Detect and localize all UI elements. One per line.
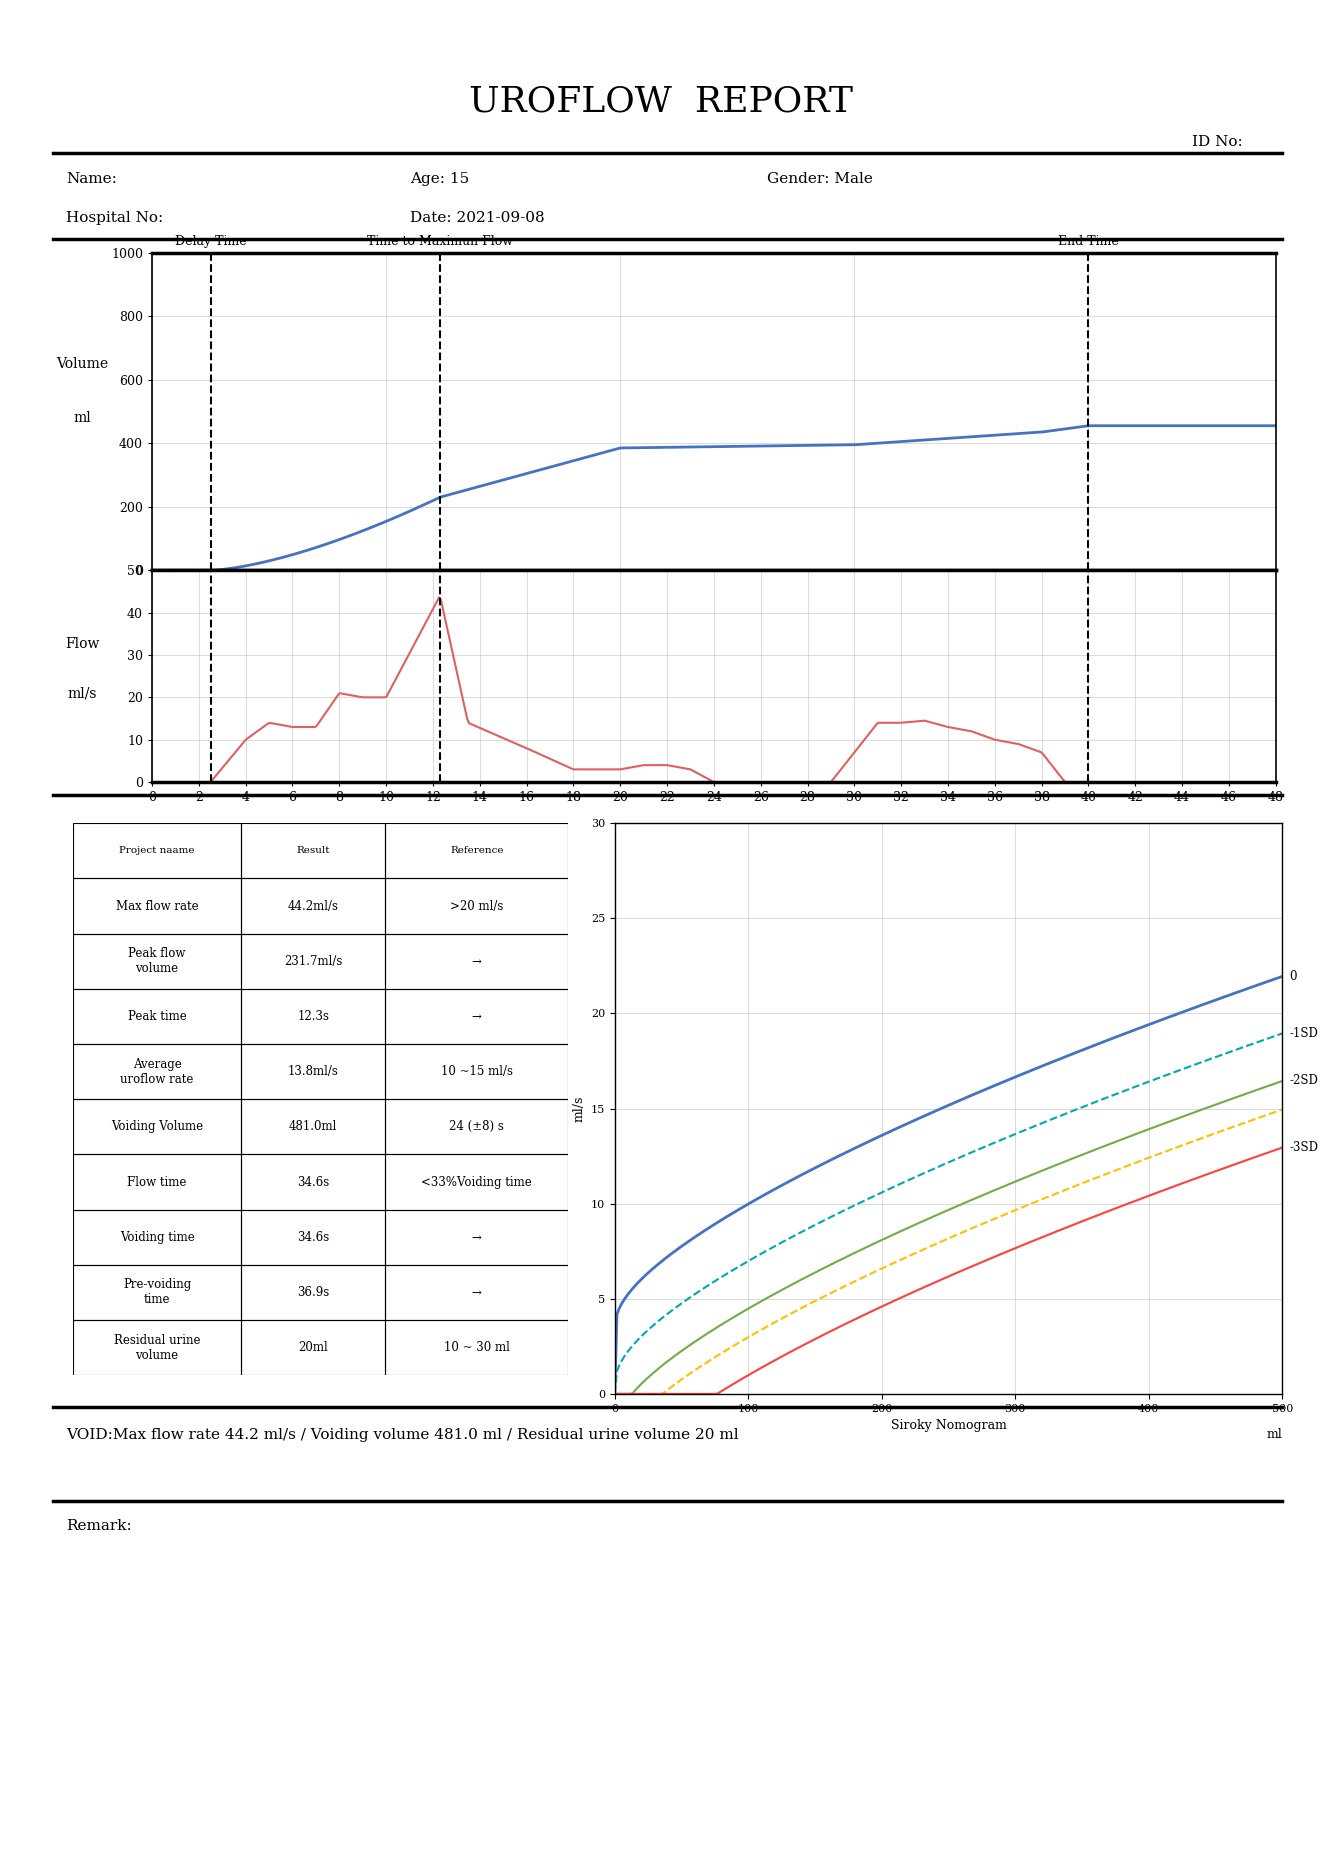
- Text: <33%Voiding time: <33%Voiding time: [422, 1175, 533, 1188]
- Text: >20 ml/s: >20 ml/s: [449, 900, 504, 913]
- Text: Max flow rate: Max flow rate: [116, 900, 198, 913]
- Text: VOID:Max flow rate 44.2 ml/s / Voiding volume 481.0 ml / Residual urine volume 2: VOID:Max flow rate 44.2 ml/s / Voiding v…: [66, 1428, 739, 1441]
- Text: Gender: Male: Gender: Male: [767, 172, 873, 185]
- Text: Date: 2021-09-08: Date: 2021-09-08: [410, 211, 545, 225]
- Text: Delay Time: Delay Time: [175, 236, 246, 247]
- Text: 34.6s: 34.6s: [297, 1231, 329, 1244]
- Bar: [385, 934, 568, 988]
- Bar: [73, 823, 242, 879]
- Text: Residual urine
volume: Residual urine volume: [114, 1334, 200, 1362]
- Bar: [385, 823, 568, 879]
- Text: -1SD: -1SD: [1289, 1027, 1318, 1040]
- Bar: [242, 1265, 385, 1321]
- Text: Name:: Name:: [66, 172, 116, 185]
- Text: 10 ~15 ml/s: 10 ~15 ml/s: [440, 1065, 513, 1078]
- Bar: [73, 1321, 242, 1375]
- Text: 0: 0: [1289, 969, 1297, 982]
- Text: →: →: [472, 1010, 481, 1023]
- Text: Hospital No:: Hospital No:: [66, 211, 164, 225]
- Text: Peak flow
volume: Peak flow volume: [128, 947, 185, 975]
- Bar: [385, 1044, 568, 1100]
- Text: Voiding Volume: Voiding Volume: [111, 1121, 204, 1134]
- Bar: [242, 934, 385, 988]
- Text: 10 ~ 30 ml: 10 ~ 30 ml: [444, 1342, 510, 1355]
- Text: ml: ml: [74, 412, 91, 425]
- Text: 481.0ml: 481.0ml: [290, 1121, 337, 1134]
- Text: End Time: End Time: [1058, 236, 1118, 247]
- Bar: [242, 1044, 385, 1100]
- Text: ml: ml: [1266, 1428, 1282, 1441]
- Bar: [73, 879, 242, 934]
- Text: Age: 15: Age: 15: [410, 172, 469, 185]
- Text: UROFLOW  REPORT: UROFLOW REPORT: [469, 84, 853, 118]
- Bar: [73, 1211, 242, 1265]
- Text: Peak time: Peak time: [128, 1010, 186, 1023]
- Bar: [242, 823, 385, 879]
- Bar: [242, 1321, 385, 1375]
- Text: 12.3s: 12.3s: [297, 1010, 329, 1023]
- Text: 44.2ml/s: 44.2ml/s: [288, 900, 338, 913]
- Bar: [242, 990, 385, 1044]
- Bar: [385, 1154, 568, 1211]
- Text: -3SD: -3SD: [1289, 1141, 1318, 1154]
- Text: Pre-voiding
time: Pre-voiding time: [123, 1278, 192, 1306]
- Text: 20ml: 20ml: [299, 1342, 328, 1355]
- Text: →: →: [472, 954, 481, 967]
- Bar: [73, 1100, 242, 1154]
- Text: -2SD: -2SD: [1289, 1074, 1318, 1087]
- Text: 34.6s: 34.6s: [297, 1175, 329, 1188]
- Text: →: →: [472, 1231, 481, 1244]
- X-axis label: Siroky Nomogram: Siroky Nomogram: [891, 1420, 1006, 1431]
- Text: Volume: Volume: [57, 357, 108, 370]
- Text: 36.9s: 36.9s: [297, 1285, 329, 1298]
- Bar: [385, 1100, 568, 1154]
- Bar: [385, 1211, 568, 1265]
- Bar: [385, 1265, 568, 1321]
- Text: 24 (±8) s: 24 (±8) s: [449, 1121, 504, 1134]
- Bar: [242, 879, 385, 934]
- Text: Reference: Reference: [449, 846, 504, 855]
- Text: Project naame: Project naame: [119, 846, 194, 855]
- Bar: [73, 1265, 242, 1321]
- Bar: [242, 1154, 385, 1211]
- Y-axis label: ml/s: ml/s: [572, 1095, 586, 1123]
- Bar: [385, 1321, 568, 1375]
- Text: Flow time: Flow time: [127, 1175, 186, 1188]
- Text: Remark:: Remark:: [66, 1519, 132, 1532]
- Text: ID No:: ID No:: [1192, 135, 1243, 148]
- Text: Voiding time: Voiding time: [119, 1231, 194, 1244]
- Bar: [242, 1211, 385, 1265]
- Text: →: →: [472, 1285, 481, 1298]
- Bar: [73, 1044, 242, 1100]
- Bar: [385, 879, 568, 934]
- Bar: [73, 990, 242, 1044]
- Bar: [73, 1154, 242, 1211]
- Text: Time to Maximun Flow: Time to Maximun Flow: [368, 236, 513, 247]
- Text: Average
uroflow rate: Average uroflow rate: [120, 1057, 194, 1085]
- Bar: [242, 1100, 385, 1154]
- Text: ml/s: ml/s: [67, 687, 97, 700]
- Text: Result: Result: [296, 846, 330, 855]
- Bar: [73, 934, 242, 988]
- Text: 13.8ml/s: 13.8ml/s: [288, 1065, 338, 1078]
- Text: Flow: Flow: [65, 638, 99, 651]
- Text: 231.7ml/s: 231.7ml/s: [284, 954, 342, 967]
- Bar: [385, 990, 568, 1044]
